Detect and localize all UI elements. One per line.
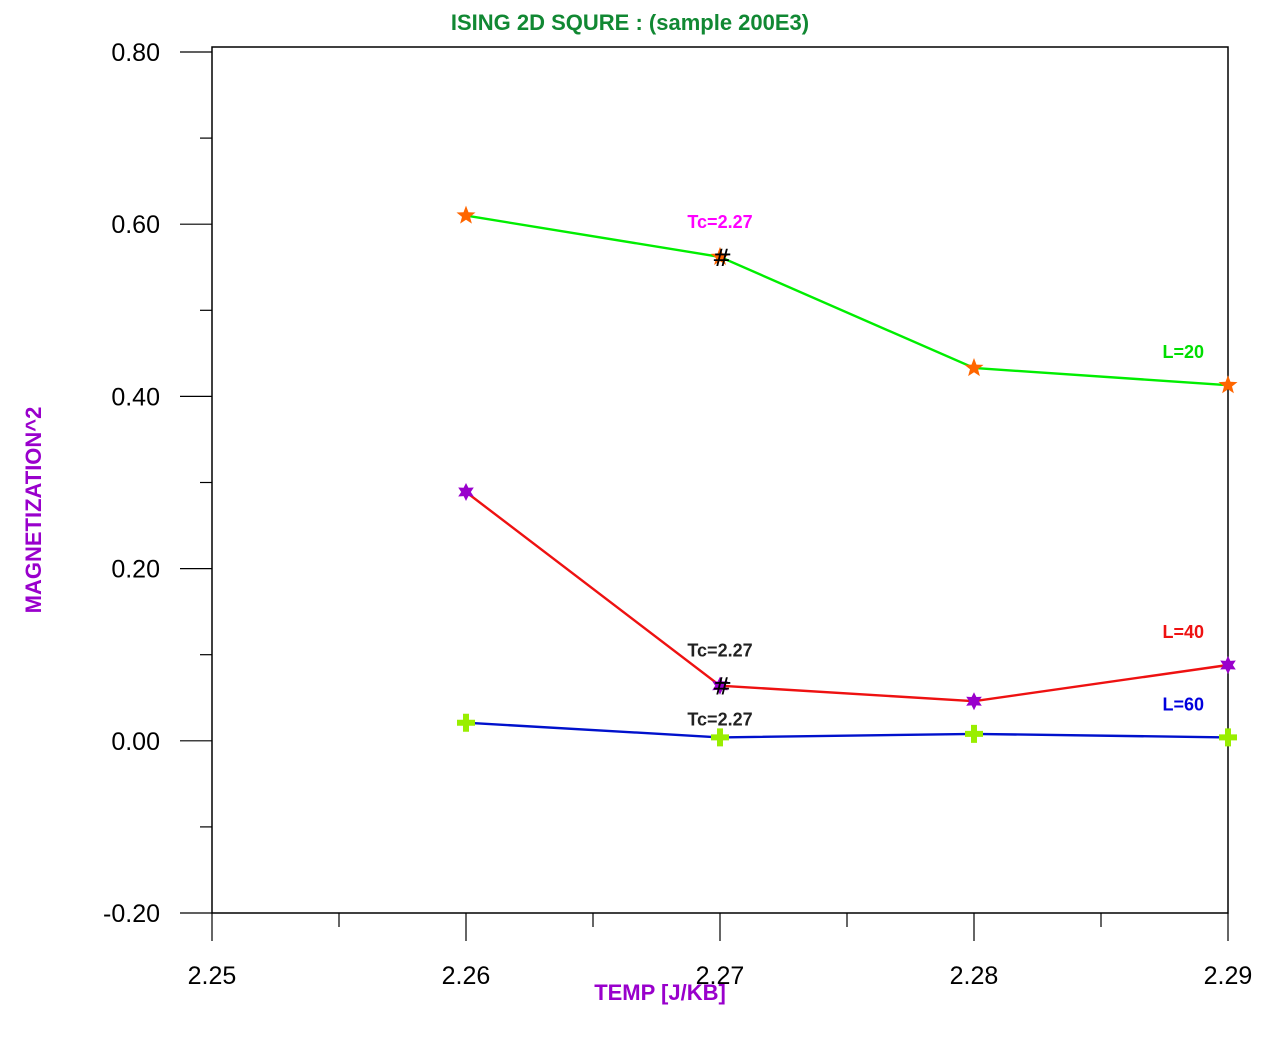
x-tick-label: 2.25 bbox=[188, 962, 237, 990]
x-tick-label: 2.28 bbox=[950, 962, 999, 990]
series-line bbox=[465, 491, 1229, 703]
y-axis-title: MAGNETIZATION^2 bbox=[21, 407, 46, 614]
data-point bbox=[1218, 375, 1238, 394]
chart-title: ISING 2D SQURE : (sample 200E3) bbox=[451, 10, 809, 35]
series-line bbox=[465, 721, 1229, 739]
data-point bbox=[965, 724, 983, 743]
y-tick-label: 0.00 bbox=[111, 728, 160, 756]
plot-frame bbox=[211, 46, 1229, 914]
axes: -0.20 0.00 0.20 0.40 0.60 0.80 2.25 2.26 2.27 2.2… bbox=[103, 39, 1252, 990]
series-label: L=60 bbox=[1162, 694, 1204, 714]
series-l20: L=20 bbox=[456, 205, 1238, 394]
x-tick-label: 2.26 bbox=[442, 962, 491, 990]
series-l60: L=60 bbox=[457, 694, 1237, 747]
x-axis-title: TEMP [J/KB] bbox=[594, 980, 726, 1005]
y-tick-label: -0.20 bbox=[103, 900, 160, 928]
series-label: L=40 bbox=[1162, 622, 1204, 642]
data-point bbox=[458, 482, 474, 501]
series-line bbox=[465, 214, 1229, 387]
annotations: Tc=2.27 # Tc=2.27 # Tc=2.27 bbox=[687, 212, 752, 729]
data-point bbox=[711, 728, 729, 747]
data-point bbox=[1220, 656, 1236, 675]
tc-annotation: Tc=2.27 bbox=[687, 709, 752, 729]
data-point bbox=[456, 205, 476, 224]
series-l40: L=40 bbox=[458, 482, 1236, 711]
data-point bbox=[712, 676, 728, 695]
data-point bbox=[457, 713, 475, 732]
data-point bbox=[710, 246, 730, 266]
tc-marker: # bbox=[712, 244, 732, 272]
y-tick-label: 0.40 bbox=[111, 383, 160, 411]
data-point bbox=[964, 357, 984, 377]
data-point bbox=[966, 692, 982, 711]
x-tick-label: 2.29 bbox=[1204, 962, 1253, 990]
series-label: L=20 bbox=[1162, 342, 1204, 362]
tc-annotation: Tc=2.27 bbox=[687, 641, 752, 661]
data-point bbox=[1219, 728, 1237, 747]
y-tick-label: 0.60 bbox=[111, 211, 160, 239]
tc-annotation: Tc=2.27 bbox=[687, 212, 752, 232]
series-layer: L=20 L=40 L=60 bbox=[456, 205, 1238, 747]
x-tick-label: 2.27 bbox=[696, 962, 745, 990]
y-tick-label: 0.20 bbox=[111, 556, 160, 584]
y-tick-label: 0.80 bbox=[111, 39, 160, 67]
tc-marker: # bbox=[712, 673, 732, 701]
